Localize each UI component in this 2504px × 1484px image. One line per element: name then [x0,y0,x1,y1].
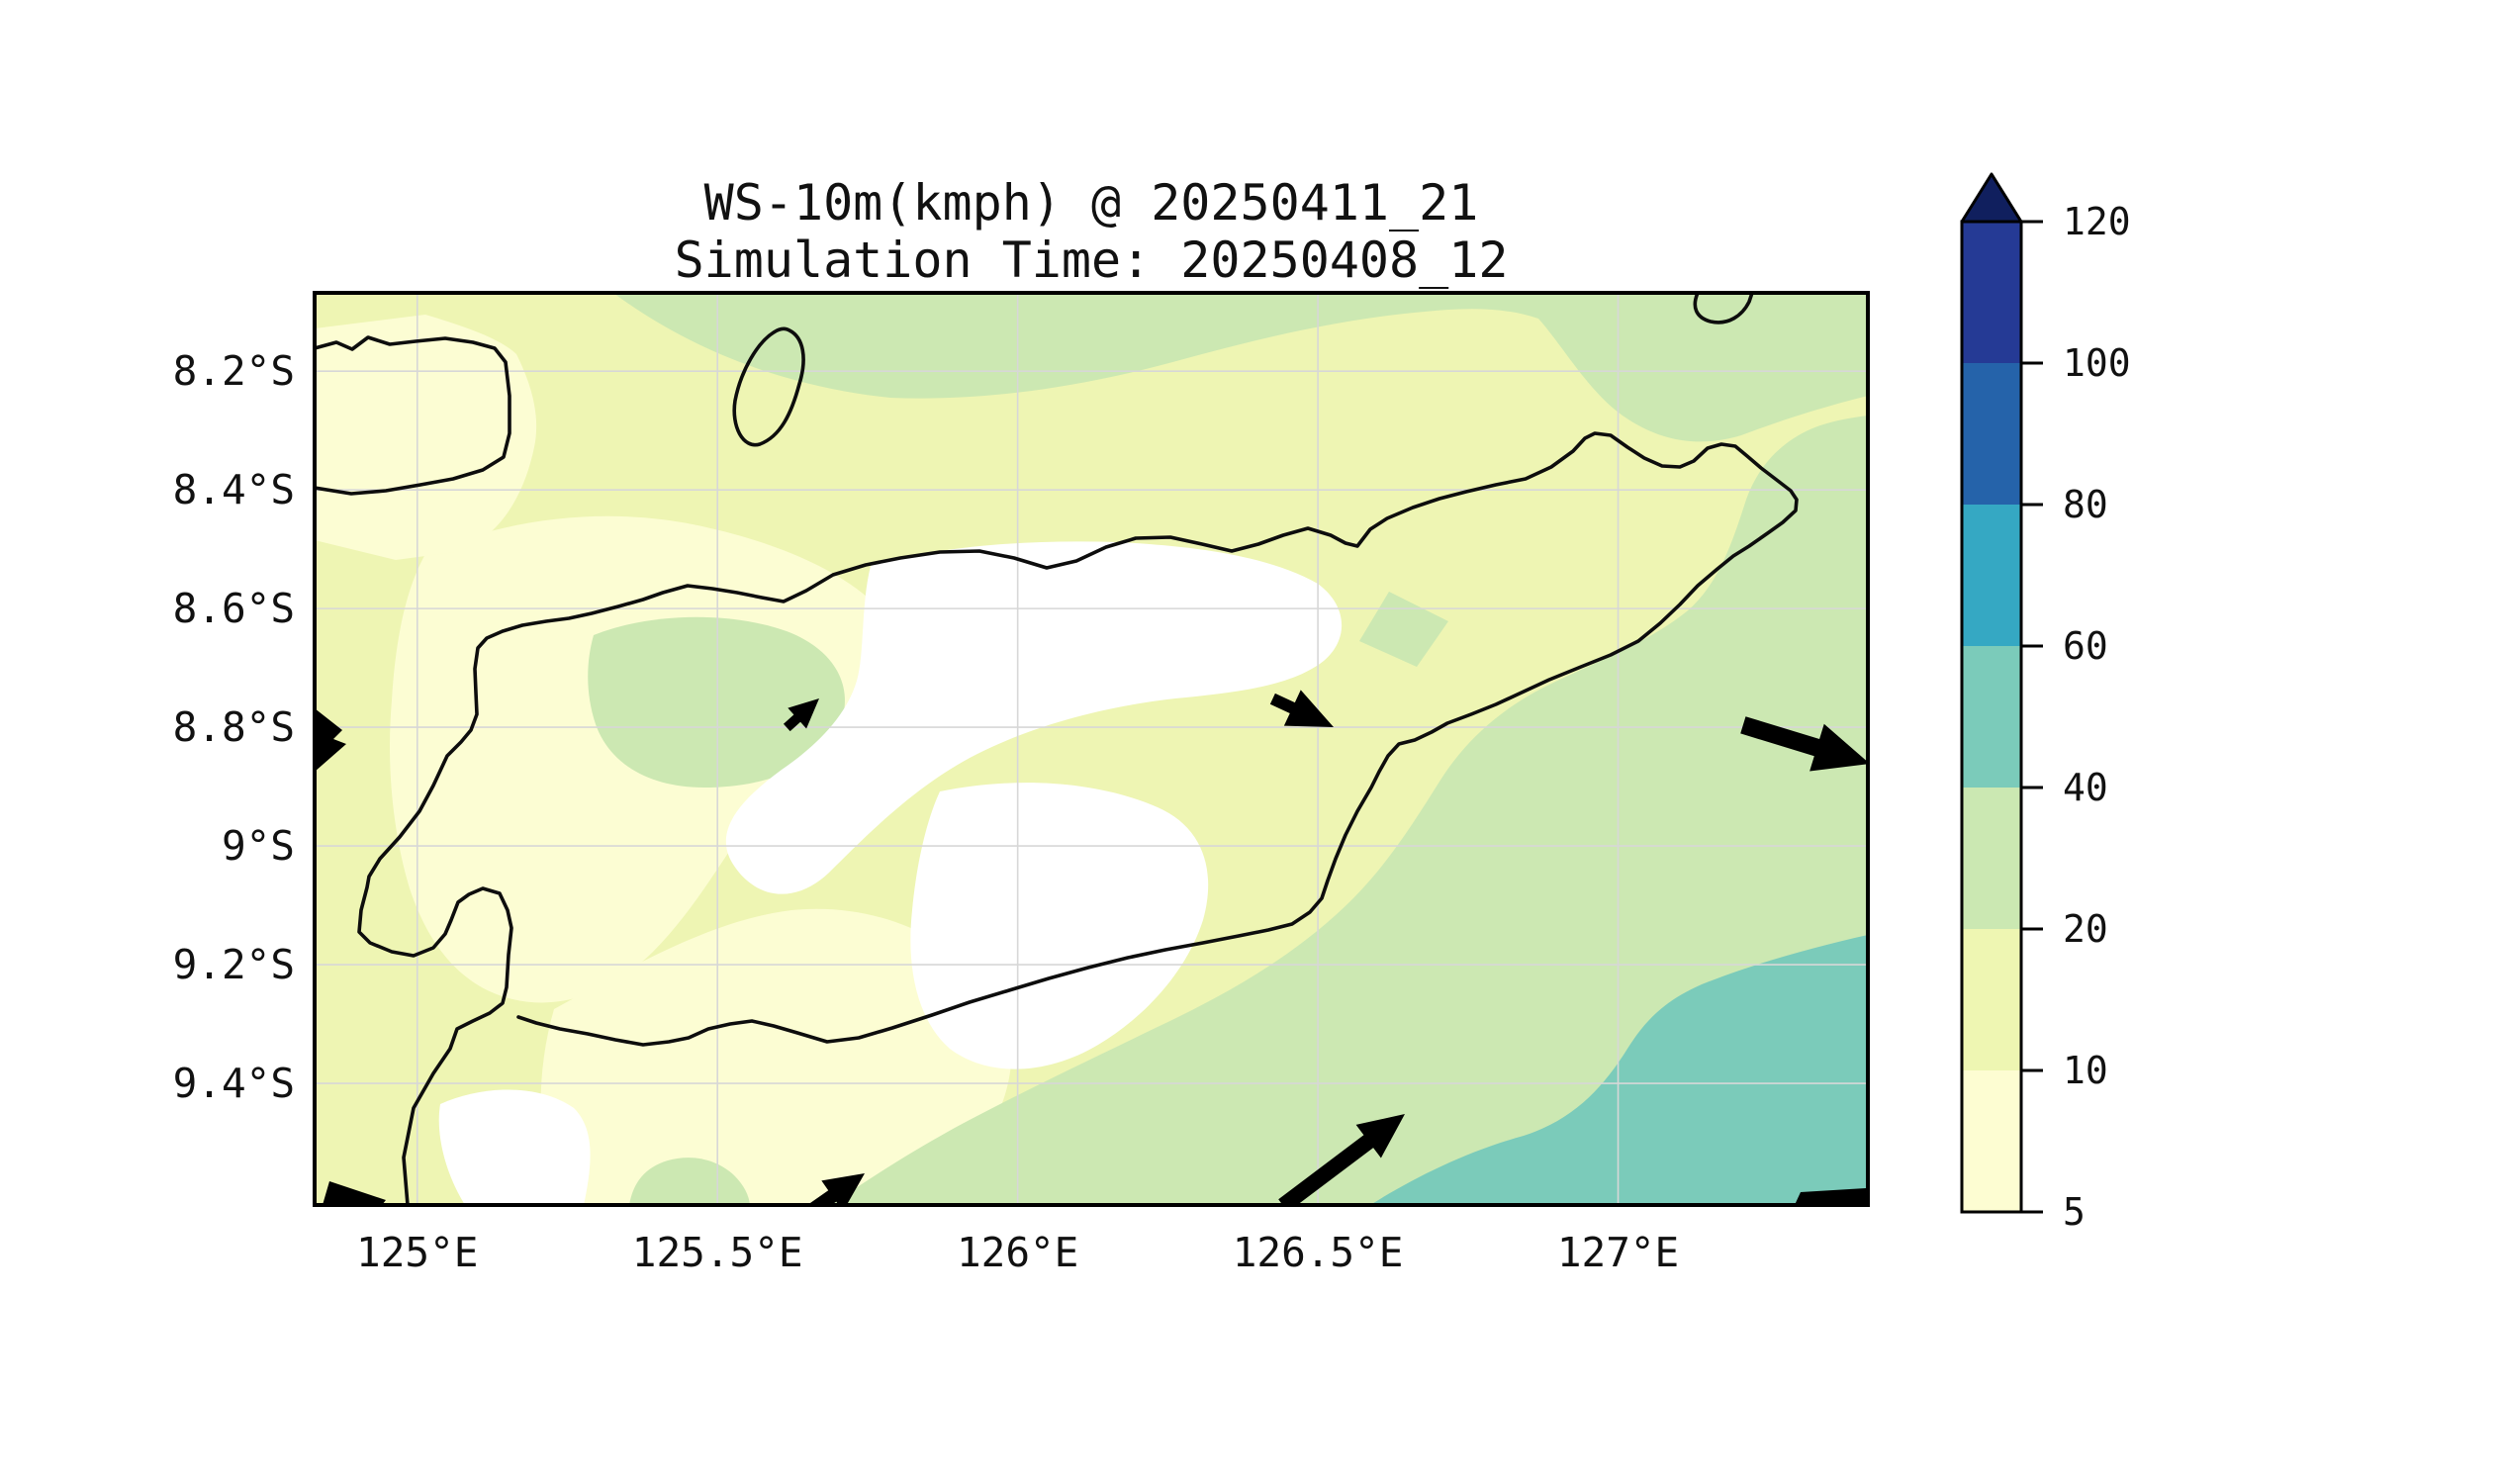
coast-atauro [732,326,805,447]
fill-green-south-notch [629,1158,750,1205]
y-tick-label: 8.8°S [172,703,295,752]
coast-wetar-fragment [1693,293,1754,325]
colorbar-tick-label: 120 [2063,200,2131,243]
colorbar-tick-label: 40 [2063,766,2108,809]
fill-pale-south-band [540,908,1012,1205]
fill-white-central-low [725,541,1343,894]
x-tick-label: 125.5°E [631,1229,803,1276]
colorbar-tick-label: 20 [2063,907,2108,951]
colorbar-tick-label: 100 [2063,341,2131,385]
colorbar-segment [1962,1070,2021,1212]
colorbar-segment [1962,929,2021,1070]
wind-arrow-fragment-west-edge [315,708,346,772]
colorbar-segment [1962,222,2021,363]
x-tick-label: 127°E [1556,1229,1680,1276]
colorbar-extend-arrow [1960,172,2023,224]
y-tick-label: 9°S [221,822,295,871]
colorbar-segment [1962,505,2021,646]
wind-arrow-ne-south-center [790,1173,865,1205]
wind-arrow-ne-central [783,698,819,732]
fill-green-north-band [613,293,1868,442]
fill-white-southwest-low [438,1089,591,1205]
x-tick-label: 126.5°E [1232,1229,1404,1276]
wind-arrow-ese-east-edge [1740,716,1868,772]
colorbar-tick-label: 5 [2063,1190,2086,1234]
wind-arrow-ese-central-east [1269,690,1334,727]
fill-teal-southeast-40-60 [1370,935,1868,1205]
wind-arrow-fragment-south-edge-east [1795,1188,1868,1205]
y-tick-label: 8.2°S [172,347,295,396]
colorbar-segment [1962,646,2021,788]
colorbar-segment [1962,788,2021,929]
fill-pale-northwest [315,315,537,560]
coast-alor [315,335,511,496]
colorbar-tick-label: 80 [2063,483,2108,526]
y-tick-label: 8.6°S [172,585,295,633]
colorbar-segment [1962,363,2021,505]
colorbar-outline [1960,220,2023,1214]
colorbar-tick-label: 60 [2063,624,2108,668]
colorbar-tick-label: 10 [2063,1049,2108,1092]
fill-green-southeast-sea [831,416,1868,1205]
wind-arrow-ne-south-east [1278,1114,1405,1205]
map-border [313,291,1870,1207]
wind-arrow-fragment-southwest-corner [323,1181,386,1205]
chart-subtitle: Simulation Time: 20250408_12 [674,232,1509,289]
x-tick-label: 126°E [956,1229,1079,1276]
fill-green-central-blob [588,616,845,788]
y-tick-label: 9.2°S [172,941,295,989]
map-layers [315,293,1868,1205]
fill-green-diamond [1359,592,1448,667]
x-tick-label: 125°E [356,1229,479,1276]
y-tick-label: 8.4°S [172,466,295,514]
y-tick-label: 9.4°S [172,1060,295,1108]
chart-title: WS-10m(kmph) @ 20250411_21 [703,174,1479,232]
coast-timor-main [357,431,1799,1205]
